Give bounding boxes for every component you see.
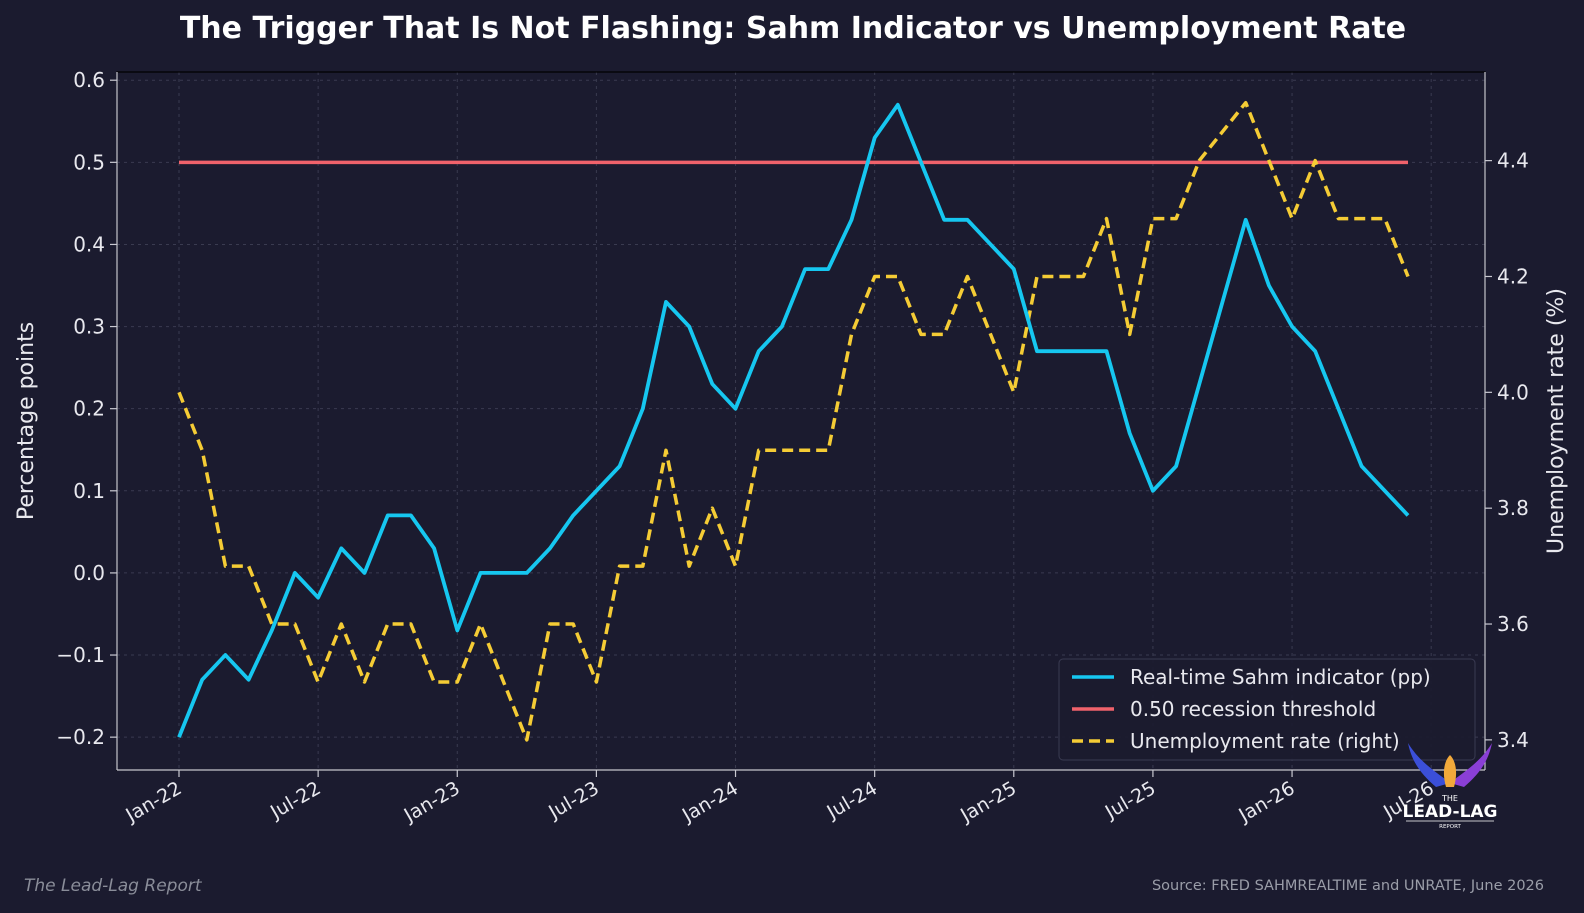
x-tick-label: Jul-23 [544,777,603,824]
series-sahm-line [177,102,1410,738]
y-tick-label: 0.6 [73,68,105,92]
y-tick-label: 0.2 [73,397,105,421]
legend-label-unemployment: Unemployment rate (right) [1130,729,1400,753]
footer-source: Source: FRED SAHMREALTIME and UNRATE, Ju… [1151,878,1544,894]
logo-text-lead-lag: LEAD-LAG [1402,802,1497,822]
series-unemployment-line [177,100,1410,742]
logo-text-report: REPORT [1439,824,1461,830]
y2-tick-label: 4.2 [1497,264,1529,288]
lead-lag-logo: THE LEAD-LAG REPORT [1402,743,1498,830]
y-tick-label: 0.1 [73,479,105,503]
x-tick-label: Jul-25 [1101,777,1160,824]
y-tick-label: 0.5 [73,150,105,174]
x-tick-label: Jan-23 [400,777,464,827]
series-layer [177,100,1410,742]
y-tick-label: 0.4 [73,232,105,256]
logo-left-wing [1408,743,1450,787]
x-tick-label: Jul-22 [266,777,325,824]
footer-brand: The Lead-Lag Report [24,876,202,896]
x-tick-label: Jan-25 [956,777,1020,827]
y2-tick-label: 3.8 [1497,496,1529,520]
legend-label-threshold: 0.50 recession threshold [1130,697,1376,721]
logo-right-wing [1450,743,1492,787]
y-axis-label: Percentage points [14,322,39,520]
y2-axis-label: Unemployment rate (%) [1544,288,1569,554]
x-tick-label: Jul-24 [823,777,882,824]
x-tick-label: Jan-24 [678,777,742,827]
x-tick-label: Jan-22 [121,777,185,827]
legend-box [1058,658,1476,761]
y-tick-label: 0.0 [73,561,105,585]
y2-tick-label: 4.4 [1497,149,1529,173]
y2-tick-label: 3.6 [1497,612,1529,636]
x-tick-label: Jan-26 [1234,777,1298,827]
chart-title: The Trigger That Is Not Flashing: Sahm I… [180,11,1406,46]
y-tick-label: −0.1 [56,643,105,667]
legend-label-sahm: Real-time Sahm indicator (pp) [1130,665,1431,689]
y2-tick-label: 3.4 [1497,728,1529,752]
logo-bird-body [1443,755,1457,787]
y-tick-label: −0.2 [56,725,105,749]
grid-lines [117,72,1485,770]
logo-text-the: THE [1441,794,1458,803]
legend: Real-time Sahm indicator (pp) 0.50 reces… [1058,658,1476,761]
y2-tick-label: 4.0 [1497,380,1529,404]
y-tick-label: 0.3 [73,315,105,339]
